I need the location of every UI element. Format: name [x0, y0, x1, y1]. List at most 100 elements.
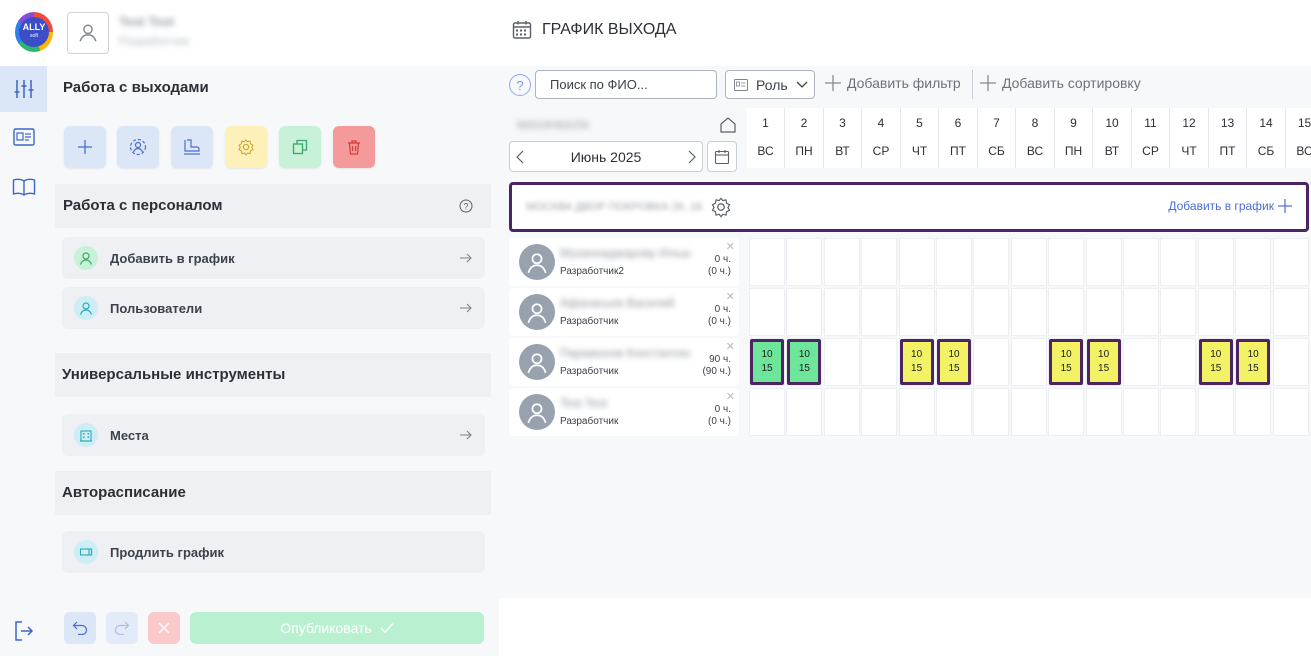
schedule-cell[interactable] [861, 288, 898, 336]
nav-places[interactable]: Места [62, 414, 485, 456]
schedule-cell[interactable] [1272, 238, 1309, 286]
close-icon[interactable]: ✕ [725, 391, 735, 403]
schedule-cell[interactable] [1010, 288, 1047, 336]
employee-row[interactable]: Парамонов Константин Разработчик 90 ч. (90 … [509, 338, 739, 386]
delete-button[interactable] [333, 126, 375, 168]
add-to-graph-button[interactable]: Добавить в график [1168, 199, 1292, 213]
assign-user-button[interactable] [117, 126, 159, 168]
schedule-cell[interactable] [1272, 338, 1309, 386]
add-shift-button[interactable] [64, 126, 106, 168]
undo-button[interactable] [64, 612, 96, 644]
rail-item-sliders[interactable] [0, 66, 47, 112]
schedule-cell[interactable] [823, 388, 860, 436]
schedule-cell[interactable] [1085, 388, 1122, 436]
employee-row[interactable]: Афанасьев Василий Разработчик 0 ч. (0 ч.) ✕ [509, 288, 739, 336]
schedule-cell[interactable] [786, 288, 823, 336]
close-icon[interactable]: ✕ [725, 291, 735, 303]
cancel-button[interactable] [148, 612, 180, 644]
nav-extend-schedule[interactable]: Продлить график [62, 531, 485, 573]
rail-item-book[interactable] [0, 164, 47, 210]
schedule-cell[interactable] [861, 238, 898, 286]
schedule-cell[interactable] [1160, 288, 1197, 336]
chevron-left-icon[interactable] [516, 150, 524, 164]
copy-button[interactable] [279, 126, 321, 168]
shift-block[interactable]: 10 15 [750, 339, 784, 385]
shift-block[interactable]: 10 15 [787, 339, 822, 385]
schedule-cell[interactable] [1048, 388, 1085, 436]
month-selector[interactable]: Июнь 2025 [509, 141, 703, 172]
schedule-cell[interactable] [936, 238, 972, 286]
schedule-cell[interactable] [1010, 338, 1047, 386]
schedule-cell[interactable] [823, 238, 860, 286]
schedule-cell[interactable] [898, 288, 935, 336]
shift-block[interactable]: 10 15 [1049, 339, 1084, 385]
gear-icon[interactable] [710, 196, 732, 218]
search-input[interactable] [535, 70, 717, 99]
schedule-cell[interactable] [749, 288, 785, 336]
schedule-cell[interactable] [749, 238, 785, 286]
shift-block[interactable]: 10 15 [1236, 339, 1271, 385]
schedule-cell[interactable] [1085, 288, 1122, 336]
schedule-cell[interactable] [1160, 238, 1197, 286]
schedule-cell[interactable] [786, 388, 823, 436]
shift-block[interactable]: 10 15 [899, 339, 934, 385]
schedule-cell[interactable] [1010, 388, 1047, 436]
logout-button[interactable] [13, 620, 35, 647]
schedule-cell[interactable] [1197, 238, 1234, 286]
schedule-cell[interactable] [973, 238, 1010, 286]
user-avatar[interactable] [67, 12, 109, 54]
employee-row[interactable]: Муханнаджарову Ильшат Разработчик2 0 ч. (0 … [509, 238, 739, 286]
help-icon[interactable]: ? [459, 199, 473, 213]
rail-item-card[interactable] [0, 114, 47, 160]
schedule-cell[interactable] [1235, 288, 1272, 336]
redo-button[interactable] [106, 612, 138, 644]
schedule-cell[interactable] [1048, 288, 1085, 336]
schedule-cell[interactable] [1272, 288, 1309, 336]
home-icon[interactable] [719, 116, 737, 134]
schedule-cell[interactable] [1235, 238, 1272, 286]
settings-button[interactable] [225, 126, 267, 168]
schedule-cell[interactable] [1085, 238, 1122, 286]
schedule-cell[interactable] [861, 388, 898, 436]
schedule-cell[interactable] [973, 338, 1010, 386]
schedule-cell[interactable] [1123, 288, 1159, 336]
schedule-cell[interactable] [898, 238, 935, 286]
schedule-cell[interactable] [1235, 388, 1272, 436]
schedule-cell[interactable] [973, 288, 1010, 336]
shift-block[interactable]: 10 15 [1086, 339, 1121, 385]
schedule-cell[interactable] [749, 388, 785, 436]
add-sort-button[interactable]: Добавить сортировку [980, 75, 1141, 91]
schedule-cell[interactable] [1123, 238, 1159, 286]
schedule-cell[interactable] [898, 388, 935, 436]
shift-block[interactable]: 10 15 [1198, 339, 1233, 385]
schedule-cell[interactable] [1197, 388, 1234, 436]
add-filter-button[interactable]: Добавить фильтр [825, 75, 961, 91]
role-select[interactable]: Роль [725, 70, 815, 99]
close-icon[interactable]: ✕ [725, 241, 735, 253]
schedule-cell[interactable] [1123, 338, 1159, 386]
schedule-cell[interactable] [936, 288, 972, 336]
schedule-cell[interactable] [861, 338, 898, 386]
nav-users[interactable]: Пользователи [62, 287, 485, 329]
schedule-cell[interactable] [973, 388, 1010, 436]
publish-button[interactable]: Опубликовать [190, 612, 484, 644]
schedule-cell[interactable] [1160, 388, 1197, 436]
employee-row[interactable]: Test Test Разработчик 0 ч. (0 ч.) ✕ [509, 388, 739, 436]
schedule-cell[interactable] [936, 388, 972, 436]
nav-add-to-graph[interactable]: Добавить в график [62, 237, 485, 279]
shift-block[interactable]: 10 15 [937, 339, 971, 385]
schedule-cell[interactable] [786, 238, 823, 286]
close-icon[interactable]: ✕ [725, 341, 735, 353]
schedule-cell[interactable] [1010, 238, 1047, 286]
schedule-cell[interactable] [823, 288, 860, 336]
schedule-cell[interactable] [1197, 288, 1234, 336]
schedule-cell[interactable] [1160, 338, 1197, 386]
help-icon[interactable]: ? [509, 74, 531, 96]
stamp-button[interactable] [171, 126, 213, 168]
schedule-cell[interactable] [1272, 388, 1309, 436]
chevron-right-icon[interactable] [688, 150, 696, 164]
schedule-cell[interactable] [1123, 388, 1159, 436]
schedule-cell[interactable] [1048, 238, 1085, 286]
schedule-cell[interactable] [823, 338, 860, 386]
calendar-button[interactable] [707, 141, 737, 172]
